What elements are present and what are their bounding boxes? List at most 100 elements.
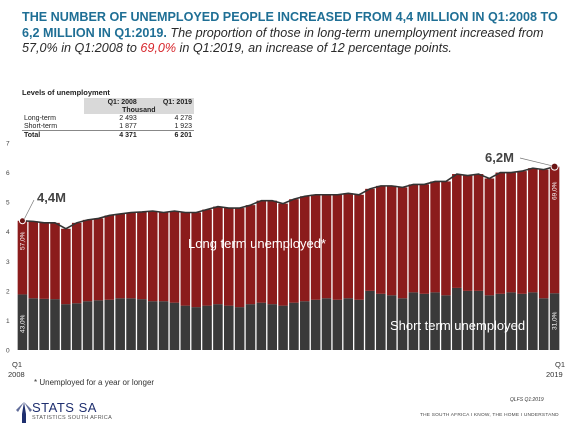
bar-long-term <box>169 211 180 303</box>
bar-short-term <box>126 298 136 350</box>
bar-short-term <box>452 287 462 350</box>
bar-short-term <box>93 300 104 350</box>
table-row: Short-term 1 877 1 923 <box>22 122 194 131</box>
bar-long-term <box>278 203 288 306</box>
end-total-label: 6,2M <box>485 150 514 165</box>
bar-long-term <box>82 219 93 302</box>
bar-short-term <box>169 302 180 350</box>
y-tick-label: 5 <box>6 200 10 207</box>
levels-header-row: Q1: 2008 Q1: 2019 <box>22 98 194 106</box>
bar-long-term <box>104 215 115 300</box>
bar-short-term <box>104 299 115 350</box>
y-tick-label: 2 <box>6 288 10 295</box>
bar-short-term <box>267 304 277 350</box>
bar-long-term <box>137 211 147 300</box>
headline-part2: in Q1:2019, an increase of 12 percentage… <box>176 41 452 55</box>
bar-short-term <box>256 302 267 350</box>
y-tick-label: 3 <box>6 259 10 266</box>
start-short-pct: 43,0% <box>19 314 26 333</box>
bar-long-term <box>50 222 60 300</box>
bar-short-term <box>50 299 60 350</box>
bar-short-term <box>484 295 495 350</box>
bar-long-term <box>61 228 71 305</box>
bar-long-term <box>419 184 430 294</box>
x-last-label-year: 2019 <box>546 370 563 379</box>
bar-long-term <box>115 213 125 299</box>
bar-short-term <box>354 299 364 350</box>
x-last-label-q: Q1 <box>555 360 565 369</box>
row-value-2019: 4 278 <box>174 114 192 122</box>
bar-short-term <box>462 290 473 350</box>
row-label: Long-term <box>24 114 56 122</box>
bar-long-term <box>321 194 332 299</box>
bar-short-term <box>17 294 28 350</box>
bar-long-term <box>126 212 136 299</box>
bar-long-term <box>495 172 506 294</box>
bar-short-term <box>202 305 212 350</box>
bar-short-term <box>528 292 538 350</box>
bar-long-term <box>234 208 245 308</box>
bar-short-term <box>289 302 299 350</box>
start-total-label: 4,4M <box>37 190 66 205</box>
end-long-pct: 69,0% <box>552 181 559 200</box>
bar-short-term <box>332 299 343 350</box>
source-label: QLFS Q1:2019 <box>510 397 544 403</box>
headline: THE NUMBER OF UNEMPLOYED PEOPLE INCREASE… <box>22 10 562 57</box>
bar-short-term <box>538 298 549 350</box>
bar-long-term <box>202 209 212 306</box>
headline-part1: The proportion of those in long-term une… <box>22 25 544 56</box>
bar-short-term <box>408 292 419 350</box>
end-short-pct: 31,0% <box>552 311 559 330</box>
bar-long-term <box>300 196 310 302</box>
total-line <box>22 165 555 230</box>
x-first-label-q: Q1 <box>12 360 22 369</box>
logo-subtitle: STATISTICS SOUTH AFRICA <box>32 415 113 421</box>
bar-short-term <box>430 292 440 350</box>
bar-long-term <box>430 181 440 293</box>
bar-short-term <box>234 307 245 350</box>
bar-short-term <box>321 298 332 350</box>
bar-short-term <box>245 304 256 350</box>
x-first-label-year: 2008 <box>8 370 25 379</box>
y-tick-label: 6 <box>6 170 10 177</box>
bar-long-term <box>28 221 39 299</box>
bar-short-term <box>82 301 93 350</box>
bar-long-term <box>354 194 364 300</box>
bar-long-term <box>310 194 321 300</box>
bar-long-term <box>376 185 386 294</box>
levels-table-title: Levels of unemployment <box>22 88 110 97</box>
start-long-pct: 57,0% <box>19 231 26 250</box>
bar-long-term <box>267 200 277 305</box>
bar-long-term <box>245 205 256 305</box>
bar-short-term <box>39 298 49 350</box>
start-marker <box>18 217 26 225</box>
table-row: Long-term 2 493 4 278 <box>22 114 194 122</box>
long-term-series-label: Long term unemployed* <box>188 236 326 251</box>
levels-col-2008: Q1: 2008 <box>83 98 139 106</box>
end-leader <box>519 157 552 166</box>
headline-highlight: 69,0% <box>140 41 177 55</box>
bar-short-term <box>28 298 39 350</box>
bar-long-term <box>462 175 473 291</box>
bar-short-term <box>549 293 560 350</box>
bar-long-term <box>506 172 516 293</box>
bar-long-term <box>71 222 82 304</box>
row-value-2008: 4 371 <box>83 130 139 139</box>
bar-short-term <box>419 293 430 350</box>
row-label: Short-term <box>24 122 58 130</box>
start-leader <box>24 199 35 219</box>
bar-short-term <box>365 290 375 350</box>
bar-short-term <box>441 295 451 350</box>
footnote: * Unemployed for a year or longer <box>34 378 155 387</box>
y-tick-label: 1 <box>6 318 10 325</box>
row-value-2008: 2 493 <box>119 114 137 122</box>
bar-long-term <box>549 166 560 294</box>
bar-long-term <box>147 211 158 302</box>
bar-long-term <box>93 218 104 301</box>
bar-long-term <box>528 168 538 293</box>
bar-short-term <box>278 305 288 350</box>
row-value-2019: 6 201 <box>138 130 194 139</box>
bar-long-term <box>180 212 191 306</box>
y-tick-label: 7 <box>6 141 10 148</box>
bar-long-term <box>17 220 28 295</box>
